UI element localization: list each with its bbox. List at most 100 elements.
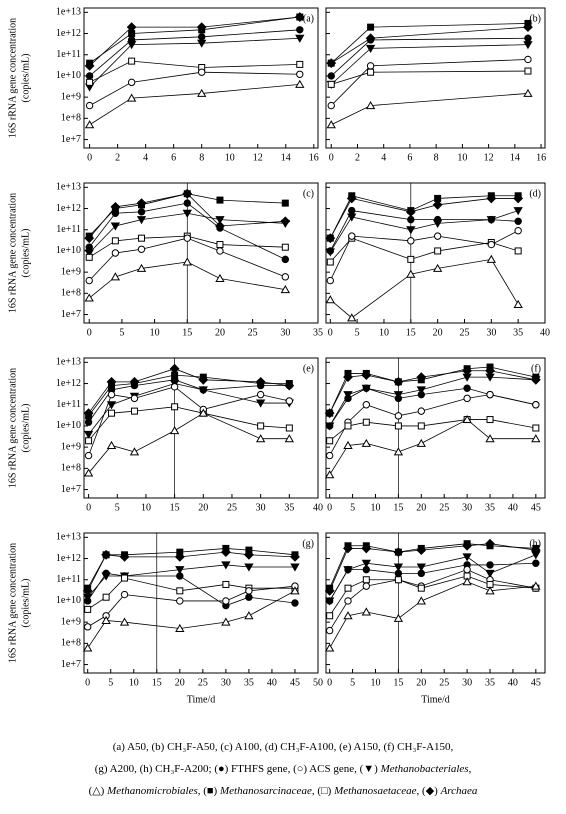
marker (347, 313, 357, 322)
x-tick-label: 15 (152, 677, 162, 688)
marker (281, 199, 289, 207)
plot-frame (325, 357, 546, 499)
marker (126, 41, 137, 50)
x-tick-label: 35 (284, 502, 294, 513)
x-tick-label: 20 (416, 677, 426, 688)
plot-frame (83, 532, 319, 674)
y-axis-label: (copies/mL) (20, 54, 31, 103)
series-line (87, 551, 295, 592)
series-line (329, 230, 519, 281)
caption-line: (g) A200, (h) CH₃F-A200; (●) FTHFS gene,… (95, 763, 472, 775)
marker (417, 390, 425, 399)
x-tick-label: 10 (457, 152, 467, 163)
caption-text: , (■) (198, 785, 220, 797)
marker (326, 437, 334, 445)
marker (531, 376, 541, 385)
x-tick-label: 8 (434, 152, 439, 163)
y-axis-label: 16S rRNA gene concentration (7, 193, 18, 313)
marker (84, 418, 93, 426)
caption-text: Methanobacteriales (380, 763, 469, 775)
marker (138, 234, 146, 242)
marker (84, 120, 95, 129)
y-tick-label: 1e+12 (56, 203, 81, 214)
marker (343, 372, 353, 383)
marker (407, 237, 415, 245)
plot-frame (325, 532, 546, 674)
marker (343, 611, 353, 620)
marker (284, 434, 294, 443)
marker (220, 547, 231, 558)
marker (416, 386, 426, 395)
y-tick-label: 1e+13 (56, 532, 81, 543)
marker (485, 569, 495, 578)
marker (326, 247, 334, 255)
panel: 1e+7 1e+8 1e+9 1e+10 1e+11 1e+12 1e+13 0 5 10 15 20… (7, 532, 323, 706)
marker (326, 258, 334, 266)
marker (85, 72, 94, 80)
x-tick-label: 4 (381, 152, 386, 163)
marker (523, 41, 533, 50)
series-line (331, 70, 528, 85)
series-line (330, 59, 528, 106)
series-line (88, 202, 286, 260)
series-line (89, 16, 300, 64)
y-tick-label: 1e+11 (56, 574, 81, 585)
marker (182, 257, 192, 266)
marker (463, 384, 471, 392)
x-tick-label: 30 (256, 502, 266, 513)
x-tick-label: 50 (313, 677, 323, 688)
marker (129, 447, 140, 456)
marker (128, 57, 136, 65)
series-line (329, 237, 519, 263)
marker (362, 582, 371, 590)
marker (326, 276, 334, 285)
marker (407, 255, 415, 263)
y-tick-label: 1e+11 (56, 399, 81, 410)
marker (215, 216, 225, 225)
x-tick-label: 25 (248, 327, 258, 338)
y-tick-label: 1e+9 (61, 616, 81, 627)
x-tick-label: 10 (225, 152, 235, 163)
y-tick-label: 1e+8 (61, 463, 81, 474)
marker (221, 561, 231, 570)
marker (127, 78, 136, 87)
marker (416, 563, 426, 572)
series-line (329, 210, 519, 252)
marker (486, 193, 497, 204)
x-tick-label: 2 (115, 152, 120, 163)
series-line (89, 83, 300, 126)
series-line (88, 237, 286, 281)
series-line (88, 193, 286, 239)
marker (198, 68, 206, 76)
marker (486, 416, 494, 424)
marker (514, 247, 522, 255)
marker (290, 563, 300, 572)
x-tick-label: 40 (313, 502, 323, 513)
marker (432, 263, 443, 272)
series-line (329, 543, 536, 589)
marker (324, 408, 335, 419)
marker (325, 233, 336, 244)
x-tick-label: 35 (244, 677, 254, 688)
marker (462, 540, 473, 551)
series-line (330, 44, 528, 85)
marker (296, 60, 304, 68)
marker (524, 55, 532, 64)
x-tick-label: 5 (355, 327, 360, 338)
marker (107, 390, 116, 399)
marker (362, 384, 371, 392)
series-line (88, 368, 290, 414)
marker (221, 617, 231, 626)
marker (295, 34, 305, 43)
marker (416, 545, 427, 556)
y-axis-label: (copies/mL) (20, 579, 31, 628)
x-tick-label: 30 (221, 677, 231, 688)
caption-text: (a) A50, (b) CH₃F-A50, (c) A100, (d) CH₃… (113, 741, 454, 753)
y-tick-label: 1e+8 (61, 288, 81, 299)
marker (365, 44, 376, 53)
marker (83, 468, 94, 477)
marker (174, 551, 185, 562)
marker (106, 440, 117, 449)
marker (326, 58, 337, 69)
marker (111, 237, 119, 245)
